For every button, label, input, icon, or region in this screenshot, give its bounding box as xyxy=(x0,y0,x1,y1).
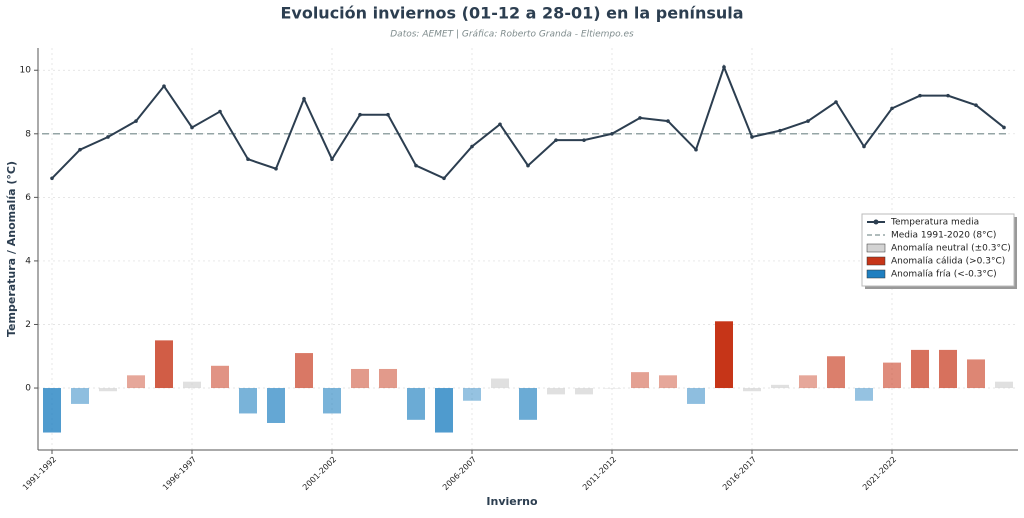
bar xyxy=(547,388,565,395)
point xyxy=(610,132,614,136)
bar xyxy=(239,388,257,414)
point xyxy=(414,163,418,168)
point xyxy=(218,109,222,114)
bar xyxy=(211,365,229,389)
x-tick-label: 2016-2017 xyxy=(721,455,758,492)
point xyxy=(162,84,166,88)
bar xyxy=(575,388,593,395)
point xyxy=(834,100,838,104)
legend-swatch xyxy=(866,243,886,253)
x-axis-label: Invierno xyxy=(486,495,538,508)
bar xyxy=(687,388,705,404)
legend-label: Anomalía cálida (>0.3°C) xyxy=(891,257,1005,267)
bar xyxy=(771,384,789,389)
chart-title: Evolución inviernos (01-12 a 28-01) en l… xyxy=(280,4,743,23)
bar xyxy=(883,362,901,389)
point xyxy=(470,144,474,149)
point xyxy=(806,119,810,123)
bar xyxy=(183,381,201,389)
legend-label: Temperatura media xyxy=(890,218,979,228)
y-tick-label: 0 xyxy=(25,384,31,394)
legend-label: Media 1991-2020 (8°C) xyxy=(891,231,996,241)
y-tick-label: 4 xyxy=(25,256,31,266)
bar xyxy=(99,388,117,392)
bar xyxy=(855,388,873,401)
bar xyxy=(267,388,285,423)
legend-swatch xyxy=(873,219,879,225)
bar xyxy=(43,388,61,433)
x-tick-label: 1991-1992 xyxy=(21,455,58,492)
bar xyxy=(351,368,369,389)
bar xyxy=(519,388,537,420)
line xyxy=(51,64,1005,180)
point xyxy=(358,112,362,117)
point xyxy=(582,138,586,142)
y-tick-label: 8 xyxy=(25,129,31,139)
point xyxy=(918,93,922,98)
x-tick-label: 2006-2007 xyxy=(441,455,478,492)
point xyxy=(946,93,950,98)
point xyxy=(638,116,642,120)
bar xyxy=(435,388,453,433)
bar xyxy=(463,388,481,401)
point xyxy=(526,163,530,168)
legend-label: Anomalía neutral (±0.3°C) xyxy=(891,244,1011,254)
bar xyxy=(603,388,621,389)
legend-swatch xyxy=(866,256,886,266)
x-tick-label: 2001-2002 xyxy=(301,455,338,492)
bar xyxy=(407,388,425,420)
x-tick-label: 2021-2022 xyxy=(861,455,898,492)
point xyxy=(50,176,54,181)
y-axis-label: Temperatura / Anomalía (°C) xyxy=(5,161,18,337)
bar xyxy=(491,378,509,389)
point xyxy=(106,135,110,139)
bar xyxy=(743,388,761,392)
x-tick-label: 2011-2012 xyxy=(581,455,618,492)
point xyxy=(778,128,782,133)
bar xyxy=(659,375,677,389)
point xyxy=(974,103,978,108)
bar xyxy=(827,356,845,389)
point xyxy=(666,119,670,123)
y-tick-label: 6 xyxy=(25,193,31,203)
point xyxy=(302,97,306,101)
point xyxy=(386,112,390,117)
bar xyxy=(799,375,817,389)
point xyxy=(190,125,194,130)
point xyxy=(694,147,698,152)
bar xyxy=(71,388,89,404)
bar xyxy=(295,353,313,389)
chart-subtitle: Datos: AEMET | Gráfica: Roberto Granda -… xyxy=(390,30,634,40)
bar xyxy=(967,359,985,389)
legend-label: Anomalía fría (<-0.3°C) xyxy=(891,270,997,280)
point xyxy=(78,147,82,152)
bar xyxy=(995,381,1013,389)
point xyxy=(134,119,138,123)
bar xyxy=(911,349,929,389)
legend-box xyxy=(861,213,1015,287)
y-tick-label: 10 xyxy=(20,66,32,76)
point xyxy=(442,176,446,181)
point xyxy=(862,144,866,149)
point xyxy=(498,122,502,127)
bar xyxy=(715,321,733,389)
bar xyxy=(323,388,341,414)
point xyxy=(274,166,278,171)
bar xyxy=(379,368,397,389)
legend-swatch xyxy=(866,269,886,279)
bar xyxy=(155,340,173,389)
bar xyxy=(127,375,145,389)
bar xyxy=(631,372,649,389)
point xyxy=(554,138,558,142)
point xyxy=(890,106,894,111)
point xyxy=(1002,125,1006,130)
y-tick-label: 2 xyxy=(25,320,31,330)
point xyxy=(246,157,250,162)
bar xyxy=(939,349,957,389)
point xyxy=(750,135,754,139)
point xyxy=(330,157,334,162)
x-tick-label: 1996-1997 xyxy=(161,455,198,492)
point xyxy=(722,65,726,69)
